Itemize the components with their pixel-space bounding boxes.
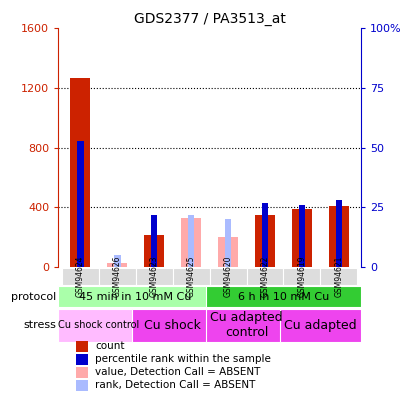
FancyBboxPatch shape [206,309,287,341]
Bar [188,215,195,267]
Text: Cu adapted
control: Cu adapted control [210,311,283,339]
Text: GSM94619: GSM94619 [298,256,306,297]
Text: 6 h in 10 mM Cu: 6 h in 10 mM Cu [238,292,329,302]
Title: GDS2377 / PA3513_at: GDS2377 / PA3513_at [134,12,286,26]
Bar [255,215,275,267]
Text: percentile rank within the sample: percentile rank within the sample [95,354,271,364]
Text: count: count [95,341,125,351]
Bar [225,220,232,267]
Bar [76,367,88,378]
FancyBboxPatch shape [283,268,320,285]
Text: GSM94624: GSM94624 [76,256,85,297]
Text: value, Detection Call = ABSENT: value, Detection Call = ABSENT [95,367,261,377]
Bar [292,209,312,267]
FancyBboxPatch shape [58,286,213,307]
Bar [151,215,157,267]
Text: Cu shock control: Cu shock control [58,320,139,330]
Bar [336,200,342,267]
Bar [107,263,127,267]
Text: GSM94623: GSM94623 [150,256,159,297]
FancyBboxPatch shape [99,268,136,285]
FancyBboxPatch shape [320,268,357,285]
Text: 45 min in 10 mM Cu: 45 min in 10 mM Cu [80,292,192,302]
Bar [76,341,88,352]
Text: Cu shock: Cu shock [144,319,201,332]
Text: GSM94621: GSM94621 [334,256,343,297]
Text: rank, Detection Call = ABSENT: rank, Detection Call = ABSENT [95,380,256,390]
FancyBboxPatch shape [247,268,283,285]
Bar [77,141,83,267]
Bar [114,255,120,267]
Text: protocol: protocol [11,292,56,302]
Text: GSM94620: GSM94620 [224,256,232,297]
FancyBboxPatch shape [132,309,213,341]
Bar [262,202,269,267]
FancyBboxPatch shape [210,268,247,285]
FancyBboxPatch shape [173,268,210,285]
Bar [70,78,90,267]
Bar [181,218,201,267]
Bar [76,354,88,364]
Bar [299,205,305,267]
Bar [218,237,238,267]
FancyBboxPatch shape [206,286,361,307]
Bar [144,235,164,267]
Text: GSM94622: GSM94622 [261,256,269,297]
FancyBboxPatch shape [280,309,361,341]
Text: stress: stress [23,320,56,330]
Text: GSM94625: GSM94625 [187,256,195,297]
FancyBboxPatch shape [136,268,173,285]
FancyBboxPatch shape [62,268,99,285]
Text: GSM94626: GSM94626 [113,256,122,297]
FancyBboxPatch shape [58,309,139,341]
Bar [76,380,88,391]
Bar [329,206,349,267]
Text: Cu adapted: Cu adapted [284,319,357,332]
